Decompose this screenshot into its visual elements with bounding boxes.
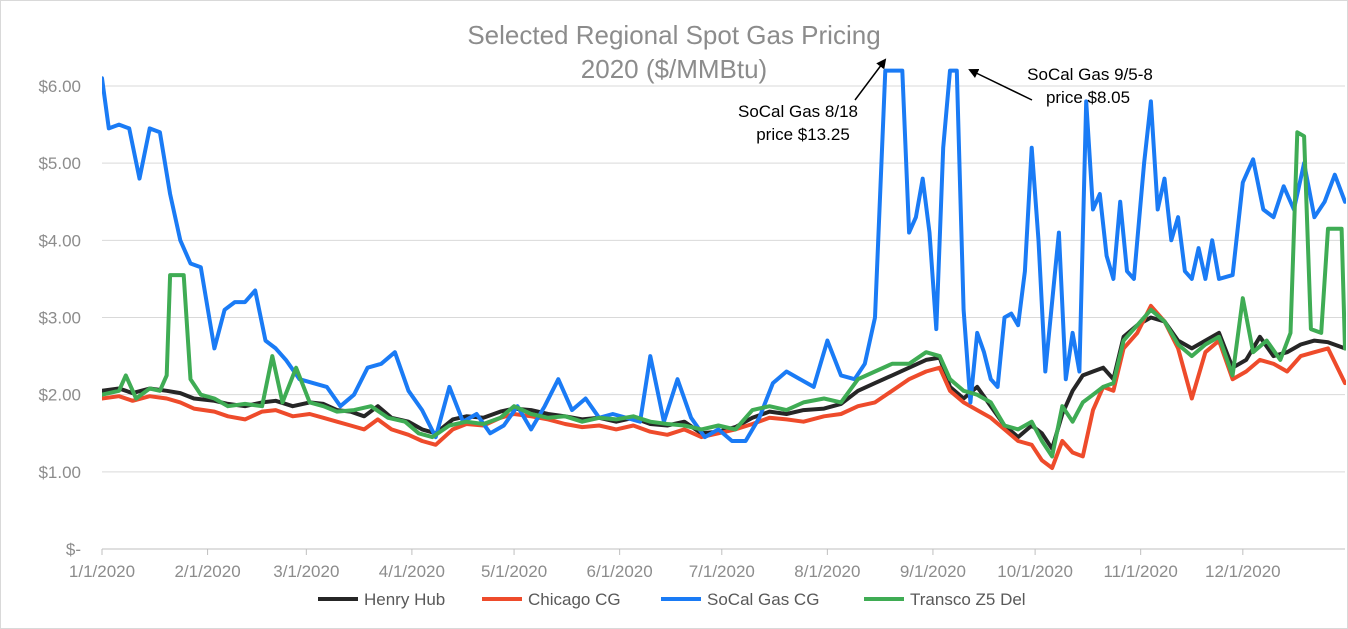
series-line-socal-gas-cg: [102, 68, 1346, 443]
series-lines: [102, 68, 1346, 470]
series-line-transco-z5-del: [102, 130, 1346, 459]
x-tick-label: 7/1/2020: [689, 562, 755, 581]
x-tick-label: 8/1/2020: [794, 562, 860, 581]
x-tick-label: 9/1/2020: [900, 562, 966, 581]
series-line-henry-hub: [102, 315, 1346, 451]
x-tick-label: 6/1/2020: [587, 562, 653, 581]
x-tick-label: 10/1/2020: [997, 562, 1073, 581]
y-tick-label: $-: [66, 540, 81, 559]
x-tick-label: 1/1/2020: [69, 562, 135, 581]
legend-label-socal-gas-cg: SoCal Gas CG: [707, 590, 819, 609]
x-axis-ticks: 1/1/2020 2/1/2020 3/1/2020 4/1/2020 5/1/2020…: [69, 549, 1281, 581]
annotations: SoCal Gas 8/18 price $13.25 SoCal Gas 9/5-…: [738, 58, 1153, 144]
series-line-chicago-cg: [102, 303, 1346, 470]
chart-subtitle: 2020 ($/MMBtu): [581, 54, 767, 84]
annotation-text-2b: price $8.05: [1046, 88, 1130, 107]
y-tick-label: $1.00: [38, 463, 81, 482]
annotation-arrow-2: [968, 68, 1033, 101]
legend-label-chicago-cg: Chicago CG: [528, 590, 621, 609]
annotation-text-1: SoCal Gas 8/18: [738, 102, 858, 121]
annotation-arrow-1: [854, 58, 887, 101]
y-tick-label: $4.00: [38, 231, 81, 250]
x-tick-label: 5/1/2020: [481, 562, 547, 581]
chart-title: Selected Regional Spot Gas Pricing: [467, 20, 880, 50]
annotation-text-2: SoCal Gas 9/5-8: [1027, 65, 1153, 84]
x-tick-label: 3/1/2020: [273, 562, 339, 581]
legend: Henry Hub Chicago CG SoCal Gas CG Transco Z…: [318, 590, 1026, 609]
y-axis-ticks: $- $1.00 $2.00 $3.00 $4.00 $5.00 $6.00: [38, 77, 81, 559]
legend-label-transco-z5-del: Transco Z5 Del: [910, 590, 1026, 609]
gridlines: [102, 85, 1345, 473]
y-tick-label: $2.00: [38, 386, 81, 405]
y-tick-label: $6.00: [38, 77, 81, 96]
x-tick-label: 4/1/2020: [379, 562, 445, 581]
x-tick-label: 2/1/2020: [174, 562, 240, 581]
legend-label-henry-hub: Henry Hub: [364, 590, 445, 609]
x-tick-label: 11/1/2020: [1103, 562, 1177, 581]
y-tick-label: $5.00: [38, 154, 81, 173]
x-tick-label: 12/1/2020: [1205, 562, 1281, 581]
annotation-text-1b: price $13.25: [756, 125, 850, 144]
y-tick-label: $3.00: [38, 309, 81, 328]
